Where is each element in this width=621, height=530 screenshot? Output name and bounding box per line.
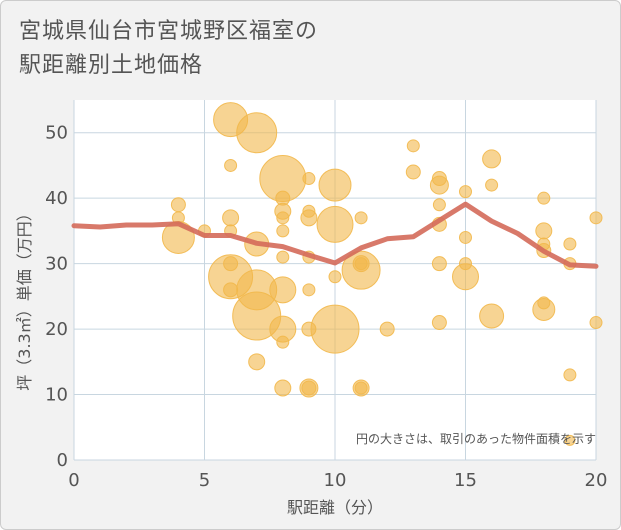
bubble-point bbox=[341, 250, 381, 290]
bubble-size-note: 円の大きさは、取引のあった物件面積を示す bbox=[356, 431, 596, 446]
x-tick-label: 20 bbox=[585, 470, 608, 491]
bubble-point bbox=[459, 230, 472, 244]
y-axis-label: 坪（3.3㎡）単価（万円） bbox=[15, 205, 34, 390]
x-tick-label: 10 bbox=[324, 470, 347, 491]
bubble-point bbox=[405, 164, 421, 180]
bubble-point bbox=[224, 158, 238, 172]
bubble-point bbox=[276, 224, 290, 238]
bubble-point bbox=[537, 191, 551, 205]
bubble-point bbox=[302, 172, 316, 186]
bubble-point bbox=[316, 205, 354, 243]
bubble-point bbox=[431, 256, 447, 272]
bubble-point bbox=[406, 139, 420, 153]
bubble-point bbox=[248, 353, 266, 371]
bubble-point bbox=[300, 209, 318, 227]
y-tick-label: 20 bbox=[45, 319, 68, 340]
bubble-point bbox=[274, 379, 292, 397]
x-tick-label: 5 bbox=[199, 470, 210, 491]
x-tick-label: 0 bbox=[68, 470, 79, 491]
bubble-point bbox=[589, 316, 603, 330]
bubble-point bbox=[318, 168, 352, 202]
y-tick-label: 0 bbox=[57, 450, 68, 471]
bubble-point bbox=[482, 149, 502, 169]
bubble-point bbox=[432, 198, 446, 212]
bubble-point bbox=[563, 237, 577, 251]
average-price-line bbox=[71, 201, 599, 269]
bubble-point bbox=[431, 315, 447, 331]
bubble-point bbox=[564, 434, 576, 446]
bubble-point bbox=[429, 175, 449, 195]
y-tick-label: 30 bbox=[45, 254, 68, 275]
bubble-point bbox=[479, 303, 505, 329]
bubble-point bbox=[328, 270, 342, 284]
x-axis-ticks: 0 5 10 15 20 bbox=[68, 470, 607, 491]
bubble-point bbox=[222, 209, 240, 227]
bubble-point bbox=[269, 276, 297, 304]
y-tick-label: 10 bbox=[45, 385, 68, 406]
y-tick-label: 40 bbox=[45, 188, 68, 209]
bubble-point bbox=[532, 297, 556, 321]
bubble-point bbox=[223, 282, 239, 298]
y-axis-ticks: 0 10 20 30 40 50 bbox=[45, 123, 68, 471]
bubble-point bbox=[379, 321, 395, 337]
x-axis-label: 駅距離（分） bbox=[287, 498, 383, 517]
bubble-point bbox=[276, 211, 290, 225]
bubble-point bbox=[301, 380, 317, 396]
bubble-point bbox=[485, 178, 499, 192]
bubble-point bbox=[236, 112, 278, 154]
bubble-point bbox=[563, 368, 577, 382]
bubble-point bbox=[302, 283, 316, 297]
bubble-point bbox=[310, 304, 360, 354]
bubble-series bbox=[161, 102, 603, 446]
bubble-point bbox=[170, 197, 186, 213]
bubble-point bbox=[276, 335, 290, 349]
chart-title: 宮城県仙台市宮城野区福室の 駅距離別土地価格 bbox=[19, 19, 319, 78]
bubble-point bbox=[452, 263, 479, 291]
y-tick-label: 50 bbox=[45, 123, 68, 144]
x-tick-label: 15 bbox=[454, 470, 477, 491]
bubble-point bbox=[354, 381, 368, 395]
bubble-point bbox=[459, 185, 472, 199]
bubble-point bbox=[589, 211, 603, 225]
bubble-point bbox=[354, 211, 368, 225]
bubble-point bbox=[535, 222, 553, 240]
bubble-point bbox=[276, 250, 290, 264]
